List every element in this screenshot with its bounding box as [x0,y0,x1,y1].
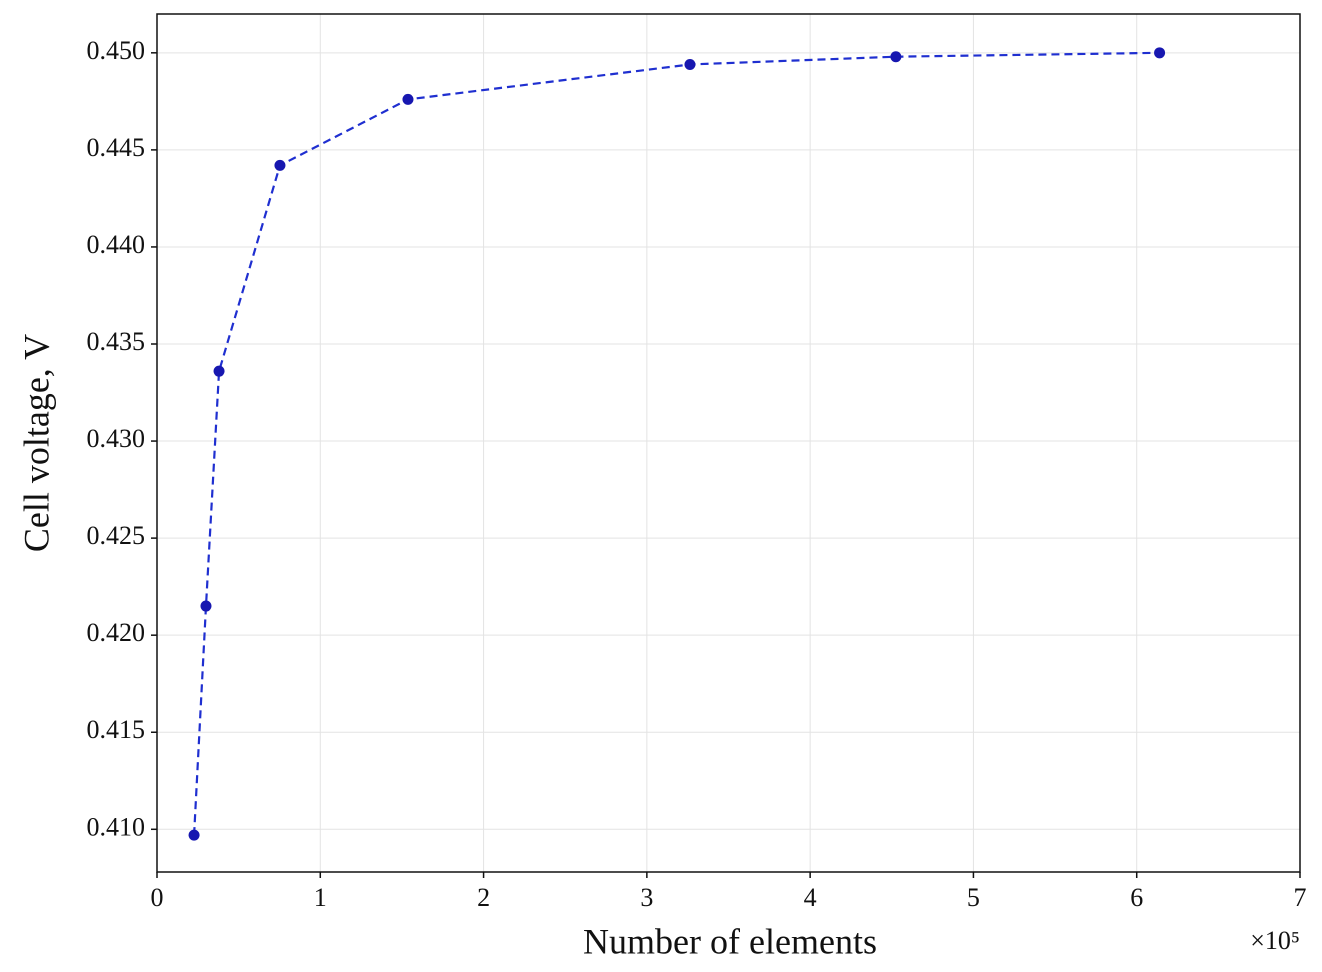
y-tick-label: 0.425 [87,521,146,550]
x-tick-label: 5 [967,883,980,912]
data-point [200,600,212,612]
x-tick-label: 2 [477,883,490,912]
data-point [890,51,902,63]
y-tick-label: 0.410 [87,812,146,841]
data-point [1154,47,1166,59]
x-tick-label: 1 [314,883,327,912]
x-tick-label: 6 [1130,883,1143,912]
x-tick-label: 4 [804,883,817,912]
data-point [188,829,200,841]
x-axis-label: Number of elements [583,921,877,961]
y-tick-label: 0.435 [87,327,146,356]
y-tick-label: 0.445 [87,133,146,162]
data-point [684,58,696,70]
data-point [213,365,225,377]
data-point [274,159,286,171]
x-offset-text: ×10⁵ [1250,926,1300,955]
y-tick-label: 0.420 [87,618,146,647]
x-tick-label: 0 [151,883,164,912]
x-tick-label: 7 [1294,883,1307,912]
x-tick-label: 3 [640,883,653,912]
data-line [192,51,1160,836]
y-tick-label: 0.415 [87,715,146,744]
y-axis-label: Cell voltage, V [16,334,56,552]
y-tick-label: 0.450 [87,36,146,65]
data-point [402,93,414,105]
plot-frame [156,13,1301,873]
y-tick-label: 0.430 [87,424,146,453]
y-tick-label: 0.440 [87,230,146,259]
